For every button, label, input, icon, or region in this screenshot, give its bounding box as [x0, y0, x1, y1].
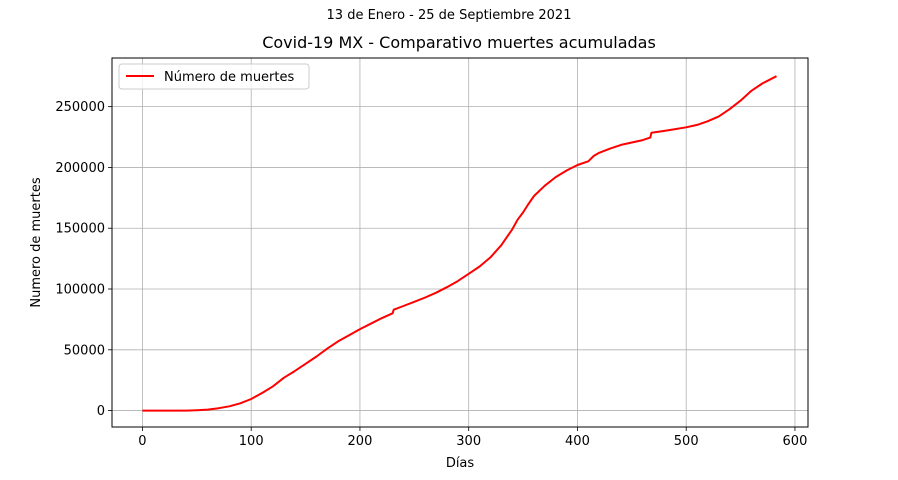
legend-label: Número de muertes	[164, 70, 294, 85]
y-tick-label: 150000	[55, 222, 105, 237]
legend-box	[118, 63, 310, 90]
series-line-numero-de-muertes	[142, 75, 777, 412]
y-tick-label: 100000	[55, 283, 105, 298]
chart-suptitle: 13 de Enero - 25 de Septiembre 2021	[326, 8, 572, 23]
grid-lines	[112, 58, 808, 427]
y-axis-label: Numero de muertes	[29, 177, 44, 307]
y-tick-label: 250000	[55, 100, 105, 115]
axes-frame	[111, 57, 809, 428]
chart-title: Covid-19 MX - Comparativo muertes acumul…	[262, 33, 656, 52]
x-tick-label: 400	[565, 434, 590, 449]
x-tick-label: 500	[674, 434, 699, 449]
y-tick-label: 200000	[55, 161, 105, 176]
x-tick-label: 100	[239, 434, 264, 449]
y-tick-label: 0	[97, 404, 105, 419]
tick-marks: 0 100 200 300 400 500 600 0 50000 100000 150000 200…	[55, 100, 807, 449]
x-tick-label: 600	[783, 434, 808, 449]
x-tick-label: 200	[348, 434, 373, 449]
y-tick-label: 50000	[64, 343, 105, 358]
x-tick-label: 300	[456, 434, 481, 449]
legend: Número de muertes	[118, 63, 310, 90]
x-axis-label: Días	[446, 456, 475, 471]
x-tick-label: 0	[138, 434, 146, 449]
plot-area	[142, 75, 777, 412]
